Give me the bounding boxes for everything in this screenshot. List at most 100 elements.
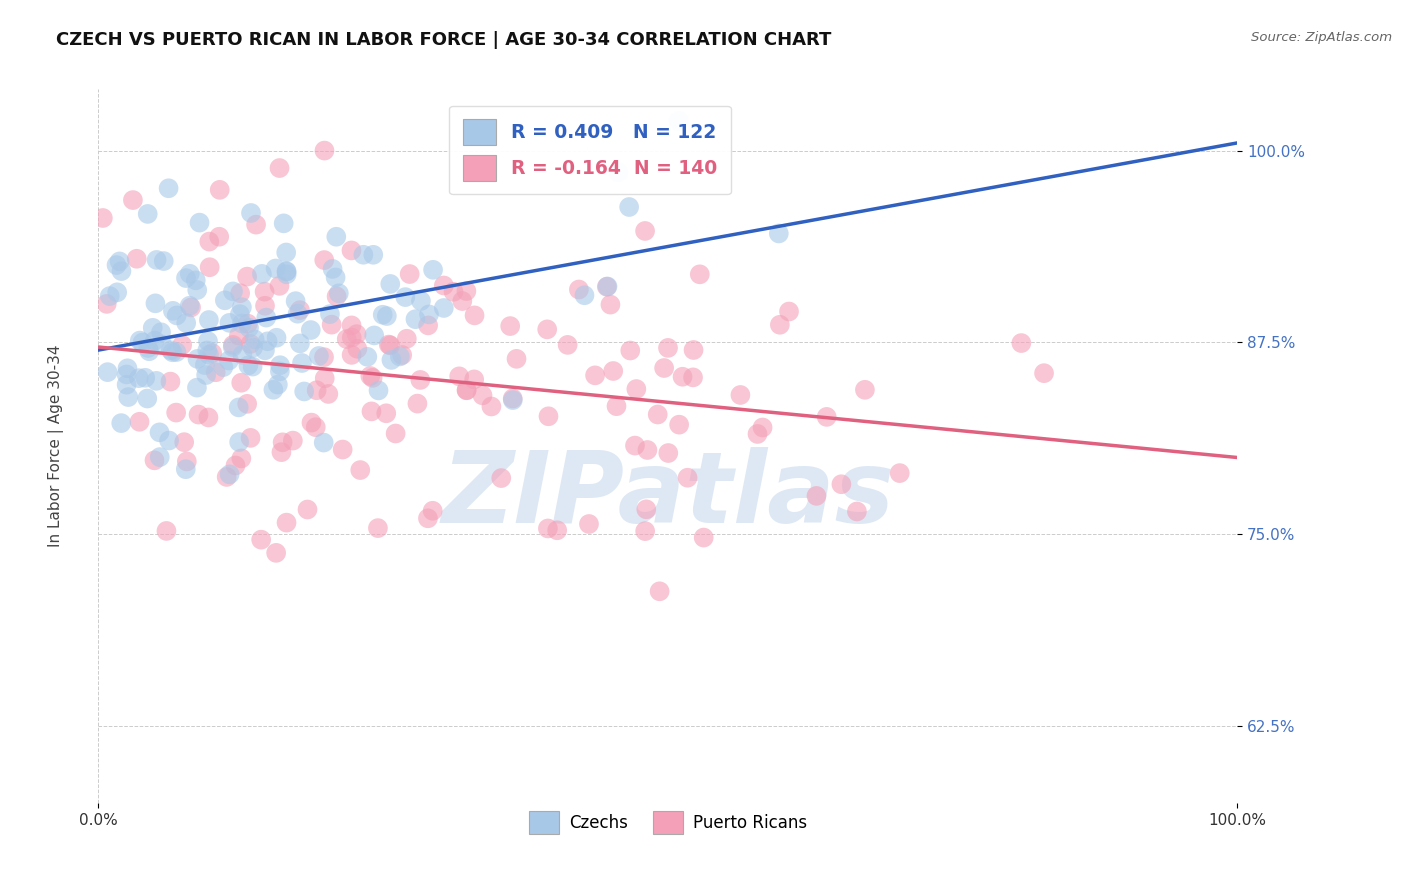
Puerto Ricans (349, 463, 371, 477)
Puerto Ricans (398, 267, 420, 281)
Text: In Labor Force | Age 30-34: In Labor Force | Age 30-34 (48, 344, 65, 548)
Czechs (276, 264, 298, 278)
Czechs (240, 206, 263, 220)
Czechs (292, 384, 315, 399)
Czechs (262, 383, 284, 397)
Puerto Ricans (769, 318, 792, 332)
Czechs (195, 368, 218, 382)
Czechs (117, 361, 139, 376)
Czechs (361, 248, 384, 262)
Puerto Ricans (657, 341, 679, 355)
Puerto Ricans (583, 368, 606, 383)
Puerto Ricans (657, 446, 679, 460)
Puerto Ricans (596, 279, 619, 293)
Czechs (174, 462, 197, 476)
Puerto Ricans (416, 511, 439, 525)
Czechs (422, 262, 444, 277)
Czechs (186, 283, 208, 297)
Text: Source: ZipAtlas.com: Source: ZipAtlas.com (1251, 31, 1392, 45)
Puerto Ricans (91, 211, 114, 225)
Czechs (110, 416, 132, 430)
Czechs (195, 343, 218, 358)
Puerto Ricans (671, 369, 693, 384)
Puerto Ricans (271, 435, 294, 450)
Czechs (105, 258, 128, 272)
Czechs (768, 227, 790, 241)
Czechs (269, 364, 291, 378)
Czechs (157, 434, 180, 448)
Czechs (276, 264, 298, 278)
Puerto Ricans (367, 521, 389, 535)
Czechs (266, 331, 288, 345)
Czechs (160, 343, 183, 358)
Czechs (371, 308, 394, 322)
Czechs (250, 267, 273, 281)
Puerto Ricans (634, 224, 657, 238)
Czechs (218, 353, 240, 368)
Puerto Ricans (288, 303, 311, 318)
Czechs (198, 313, 221, 327)
Puerto Ricans (1033, 366, 1056, 380)
Czechs (194, 358, 217, 372)
Czechs (596, 279, 619, 293)
Puerto Ricans (409, 373, 432, 387)
Czechs (229, 307, 252, 321)
Czechs (179, 299, 201, 313)
Puerto Ricans (395, 332, 418, 346)
Czechs (668, 114, 690, 128)
Puerto Ricans (433, 278, 456, 293)
Puerto Ricans (236, 397, 259, 411)
Czechs (394, 290, 416, 304)
Czechs (108, 254, 131, 268)
Puerto Ricans (231, 451, 253, 466)
Czechs (145, 374, 167, 388)
Puerto Ricans (568, 283, 591, 297)
Puerto Ricans (340, 330, 363, 344)
Czechs (276, 267, 298, 281)
Puerto Ricans (159, 375, 181, 389)
Puerto Ricans (222, 338, 245, 352)
Puerto Ricans (471, 388, 494, 402)
Text: ZIPatlas: ZIPatlas (441, 448, 894, 544)
Puerto Ricans (443, 285, 465, 299)
Puerto Ricans (491, 471, 513, 485)
Puerto Ricans (281, 434, 304, 448)
Puerto Ricans (537, 409, 560, 424)
Puerto Ricans (692, 531, 714, 545)
Puerto Ricans (336, 332, 359, 346)
Puerto Ricans (676, 471, 699, 485)
Czechs (128, 334, 150, 348)
Puerto Ricans (634, 524, 657, 538)
Puerto Ricans (231, 376, 253, 390)
Puerto Ricans (605, 399, 627, 413)
Puerto Ricans (204, 365, 226, 379)
Czechs (186, 351, 208, 366)
Czechs (308, 349, 330, 363)
Puerto Ricans (143, 453, 166, 467)
Czechs (312, 435, 335, 450)
Czechs (231, 348, 253, 362)
Puerto Ricans (815, 409, 838, 424)
Puerto Ricans (314, 144, 336, 158)
Czechs (188, 216, 211, 230)
Puerto Ricans (253, 299, 276, 313)
Czechs (367, 384, 389, 398)
Czechs (166, 309, 188, 323)
Puerto Ricans (422, 504, 444, 518)
Czechs (291, 356, 314, 370)
Puerto Ricans (172, 338, 194, 352)
Puerto Ricans (636, 502, 658, 516)
Puerto Ricans (505, 351, 527, 366)
Czechs (136, 207, 159, 221)
Czechs (253, 343, 276, 358)
Puerto Ricans (845, 504, 868, 518)
Puerto Ricans (346, 327, 368, 342)
Puerto Ricans (689, 268, 711, 282)
Puerto Ricans (180, 301, 202, 315)
Czechs (179, 267, 201, 281)
Czechs (214, 293, 236, 308)
Puerto Ricans (269, 161, 291, 175)
Puerto Ricans (239, 431, 262, 445)
Legend: Czechs, Puerto Ricans: Czechs, Puerto Ricans (522, 804, 814, 841)
Puerto Ricans (648, 584, 671, 599)
